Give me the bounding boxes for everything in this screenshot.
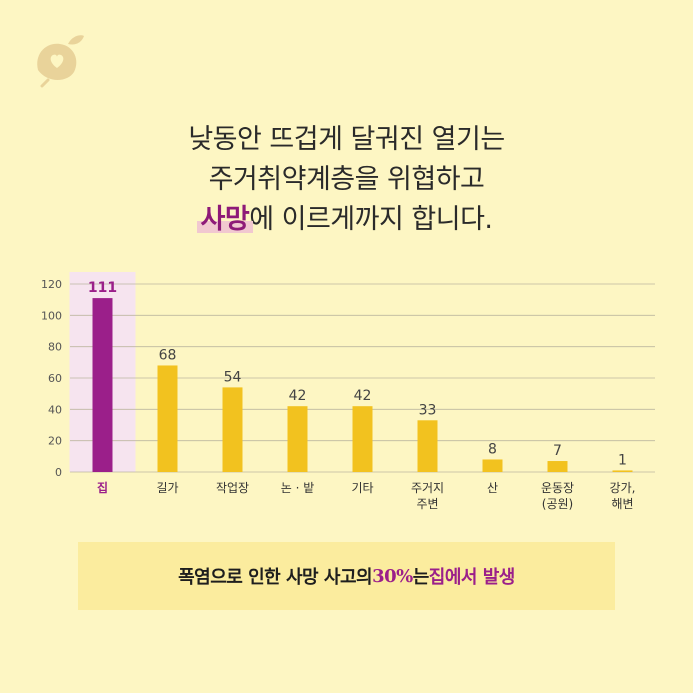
value-label-5: 33 <box>419 402 437 418</box>
value-label-1: 68 <box>159 347 177 363</box>
headline-line-2: 주거취약계층을 위협하고 <box>208 164 485 195</box>
category-label-0: 집 <box>97 480 108 495</box>
headline-line-1: 낮동안 뜨겁게 달궈진 열기는 <box>188 124 505 155</box>
y-tick-label-120: 120 <box>41 278 62 291</box>
bar-3 <box>287 406 308 472</box>
y-tick-label-80: 80 <box>48 341 62 354</box>
value-label-7: 7 <box>553 443 562 459</box>
value-label-6: 8 <box>488 441 497 457</box>
y-tick-label-0: 0 <box>55 466 62 479</box>
category-label-4: 기타 <box>351 481 373 495</box>
category-label-7: 운동장 (공원) <box>541 481 574 511</box>
bar-6 <box>482 459 503 472</box>
y-tick-label-60: 60 <box>48 372 62 385</box>
summary-box: 폭염으로 인한 사망 사고의 30% 는 집에서 발생 <box>78 542 615 610</box>
bar-2 <box>222 387 243 472</box>
bar-1 <box>157 365 178 472</box>
category-label-8: 강가, 해변 <box>610 481 636 511</box>
y-tick-label-40: 40 <box>48 403 62 416</box>
bar-5 <box>417 420 438 472</box>
category-label-2: 작업장 <box>216 481 249 495</box>
category-label-1: 길가 <box>156 481 178 495</box>
heart-leaf-logo-icon <box>37 35 84 88</box>
summary-text-2: 는 <box>412 567 430 588</box>
headline-highlight-word: 사망 <box>200 204 250 235</box>
value-label-0: 111 <box>88 280 117 296</box>
y-tick-label-100: 100 <box>41 309 62 322</box>
value-label-2: 54 <box>224 369 242 385</box>
bar-7 <box>547 461 568 472</box>
bar-0 <box>92 298 113 472</box>
headline-line-3-rest: 에 이르게까지 합니다. <box>249 204 493 235</box>
y-tick-label-20: 20 <box>48 435 62 448</box>
value-label-8: 1 <box>618 452 627 468</box>
bar-8 <box>612 470 633 472</box>
bar-4 <box>352 406 373 472</box>
category-label-3: 논 · 밭 <box>281 481 315 495</box>
headline-line-3: 사망에 이르게까지 합니다. <box>0 200 693 240</box>
headline: 낮동안 뜨겁게 달궈진 열기는 주거취약계층을 위협하고 사망에 이르게까지 합… <box>0 120 693 240</box>
value-label-4: 42 <box>354 388 372 404</box>
value-label-3: 42 <box>289 388 307 404</box>
summary-text-1: 폭염으로 인한 사망 사고의 <box>178 567 373 588</box>
summary-percent: 30% <box>372 565 413 587</box>
summary-place: 집에서 발생 <box>428 567 516 588</box>
bar-chart: 0 20 40 60 80 100 120 111 집 68 길가 54 작업장 42 논 · 밭 42 기타 3… <box>41 272 655 511</box>
category-label-5: 주거지 주변 <box>411 481 444 511</box>
category-label-6: 산 <box>487 481 498 495</box>
